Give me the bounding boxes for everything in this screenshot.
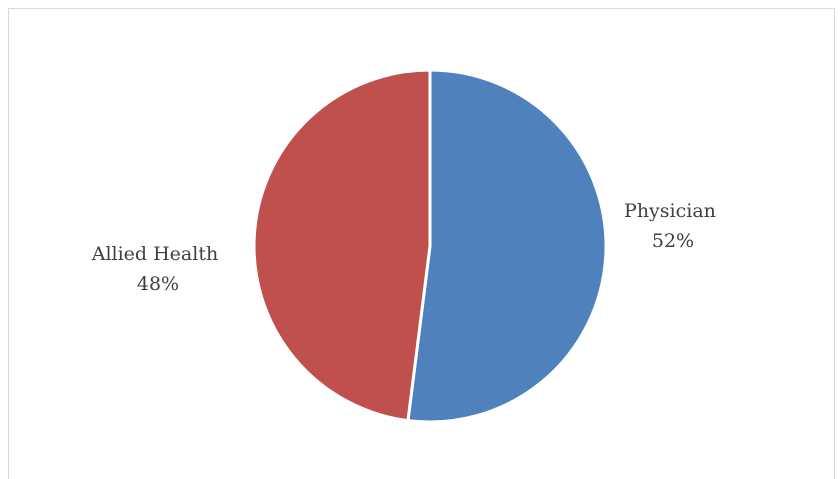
label-allied-health-value: 48% [137, 273, 179, 295]
label-allied-health: Allied Health 48% [91, 243, 225, 295]
data-labels: Physician 52% Allied Health 48% [91, 200, 722, 295]
label-physician-value: 52% [652, 230, 694, 252]
label-allied-health-name: Allied Health [91, 243, 219, 265]
label-physician-name: Physician [624, 200, 716, 222]
slice-physician [406, 68, 608, 424]
label-physician: Physician 52% [624, 200, 722, 252]
slice-allied-health [252, 68, 432, 423]
slices [252, 68, 608, 424]
